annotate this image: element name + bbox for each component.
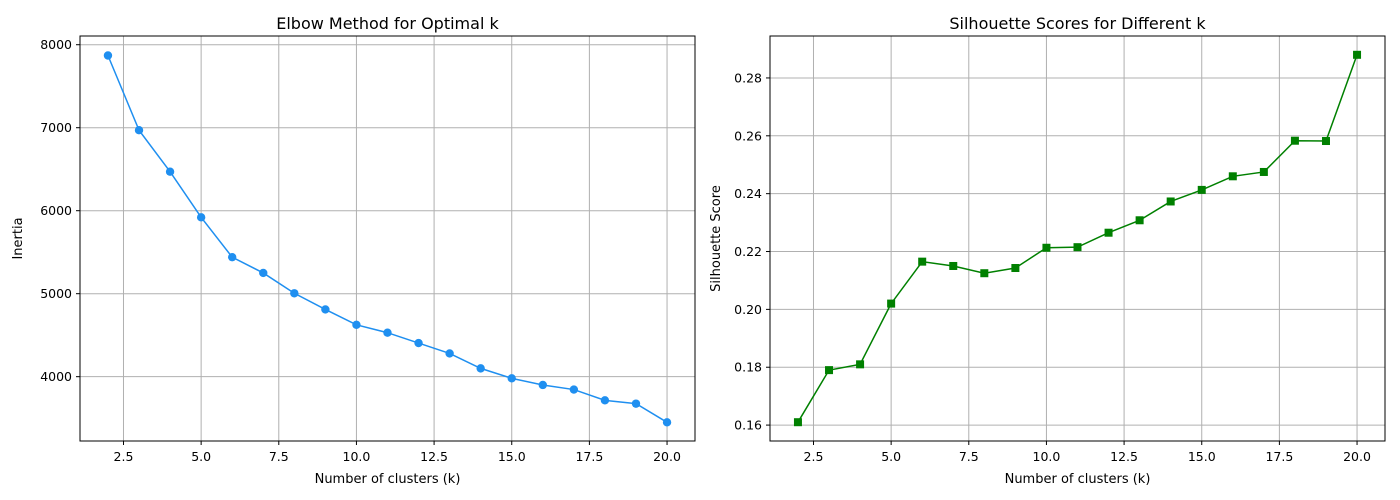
- silhouette-y-axis-label: Silhouette Score: [709, 185, 724, 292]
- elbow-chart: 2.5 5.0 7.5 10.0 12.5 15.0 17.5 20.0 4000 5000 600…: [11, 14, 696, 487]
- x-tick-label: 15.0: [1188, 449, 1216, 464]
- x-tick-label: 2.5: [114, 449, 134, 464]
- x-tick-label: 17.5: [1265, 449, 1293, 464]
- x-tick-label: 10.0: [343, 449, 371, 464]
- elbow-point: [600, 396, 610, 405]
- silhouette-point: [1259, 167, 1268, 176]
- y-tick-label: 5000: [40, 286, 72, 301]
- silhouette-x-axis-label: Number of clusters (k): [1005, 472, 1151, 487]
- silhouette-point: [1353, 50, 1362, 59]
- y-tick-label: 4000: [40, 369, 72, 384]
- elbow-grid: [80, 36, 695, 441]
- elbow-point: [321, 305, 330, 314]
- y-tick-label: 0.26: [734, 128, 762, 143]
- x-tick-label: 20.0: [653, 449, 681, 464]
- silhouette-point: [1228, 172, 1237, 181]
- y-tick-label: 0.18: [734, 360, 762, 375]
- elbow-chart-title: Elbow Method for Optimal k: [276, 14, 499, 33]
- elbow-point: [569, 385, 579, 394]
- silhouette-axes-frame: [769, 35, 1386, 442]
- elbow-point: [134, 125, 144, 135]
- elbow-point: [631, 399, 641, 408]
- silhouette-point: [949, 261, 958, 270]
- y-tick-label: 0.16: [734, 418, 762, 433]
- elbow-point: [414, 338, 423, 348]
- y-tick-label: 0.24: [734, 186, 762, 201]
- elbow-point: [383, 328, 392, 337]
- elbow-point: [103, 51, 113, 60]
- elbow-axes-frame: [79, 35, 696, 442]
- elbow-point: [445, 349, 454, 358]
- x-tick-label: 12.5: [420, 449, 448, 464]
- x-tick-label: 15.0: [498, 449, 526, 464]
- x-tick-label: 2.5: [804, 449, 824, 464]
- silhouette-point: [825, 366, 834, 375]
- x-tick-label: 12.5: [1110, 449, 1138, 464]
- elbow-point: [476, 364, 485, 373]
- elbow-y-axis-label: Inertia: [11, 217, 26, 259]
- elbow-point: [196, 213, 206, 222]
- y-tick-label: 0.20: [734, 302, 762, 317]
- elbow-point: [259, 268, 268, 278]
- y-tick-label: 0.22: [734, 244, 762, 259]
- silhouette-point: [887, 299, 896, 308]
- silhouette-point: [1290, 136, 1299, 145]
- elbow-x-axis-label: Number of clusters (k): [315, 472, 461, 487]
- x-tick-label: 17.5: [575, 449, 603, 464]
- x-tick-label: 5.0: [881, 449, 901, 464]
- silhouette-point: [793, 418, 802, 427]
- elbow-point: [290, 289, 299, 298]
- silhouette-point: [1135, 216, 1144, 225]
- silhouette-point: [1104, 228, 1113, 237]
- silhouette-point: [1042, 243, 1051, 252]
- silhouette-point: [918, 257, 927, 266]
- silhouette-point: [1073, 243, 1082, 252]
- elbow-point: [662, 418, 672, 427]
- silhouette-point: [980, 269, 989, 278]
- x-tick-label: 10.0: [1033, 449, 1061, 464]
- silhouette-point: [1166, 197, 1175, 206]
- silhouette-chart-title: Silhouette Scores for Different k: [949, 14, 1206, 33]
- x-tick-label: 5.0: [191, 449, 211, 464]
- elbow-series-line: [107, 55, 668, 423]
- elbow-point: [507, 374, 516, 383]
- x-tick-label: 20.0: [1343, 449, 1371, 464]
- y-tick-label: 0.28: [734, 70, 762, 85]
- silhouette-point: [1197, 185, 1206, 194]
- elbow-point: [538, 380, 548, 390]
- y-tick-label: 7000: [40, 120, 72, 135]
- silhouette-grid: [770, 36, 1385, 441]
- x-tick-label: 7.5: [959, 449, 979, 464]
- elbow-point: [165, 167, 175, 176]
- silhouette-point: [856, 360, 865, 369]
- y-tick-label: 6000: [40, 203, 72, 218]
- silhouette-chart: 2.5 5.0 7.5 10.0 12.5 15.0 17.5 20.0 0.16 0.18 0.2…: [709, 14, 1386, 487]
- elbow-point: [352, 320, 361, 330]
- y-tick-label: 8000: [40, 37, 72, 52]
- elbow-point: [227, 252, 237, 262]
- silhouette-point: [1011, 264, 1020, 273]
- x-tick-label: 7.5: [269, 449, 289, 464]
- silhouette-point: [1321, 137, 1330, 146]
